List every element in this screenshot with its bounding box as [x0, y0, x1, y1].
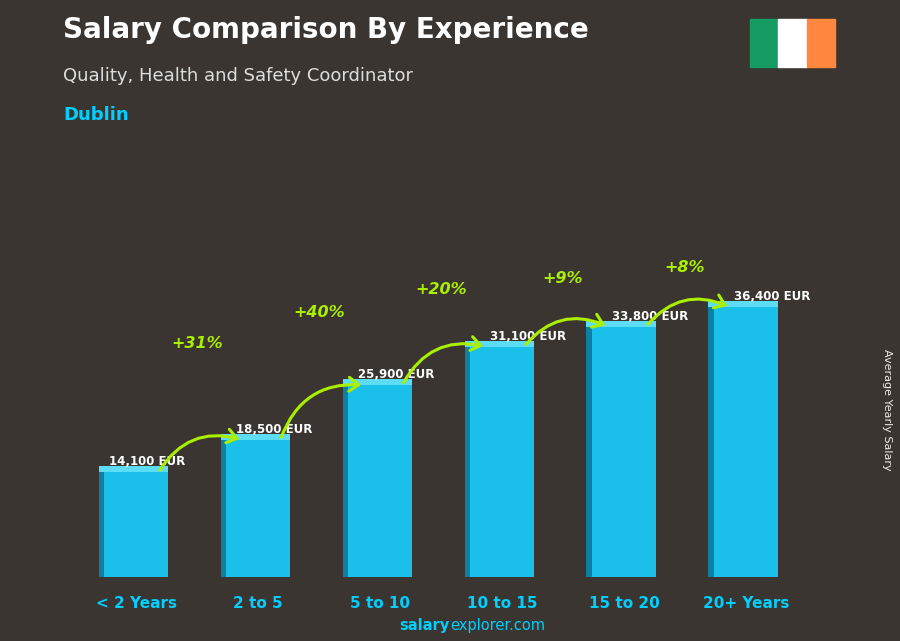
Text: 31,100 EUR: 31,100 EUR	[490, 329, 566, 342]
FancyArrowPatch shape	[648, 295, 725, 324]
Bar	[708, 307, 714, 577]
Text: 14,100 EUR: 14,100 EUR	[109, 456, 185, 469]
Text: Quality, Health and Safety Coordinator: Quality, Health and Safety Coordinator	[63, 67, 413, 85]
FancyArrowPatch shape	[403, 337, 481, 383]
Text: Salary Comparison By Experience: Salary Comparison By Experience	[63, 16, 589, 44]
Bar	[592, 326, 655, 577]
Bar	[806, 19, 835, 67]
Bar	[348, 385, 411, 577]
Bar	[778, 19, 806, 67]
Bar	[587, 320, 655, 326]
FancyArrowPatch shape	[526, 314, 603, 344]
Bar	[220, 440, 227, 577]
Bar	[714, 307, 778, 577]
Bar	[464, 347, 471, 577]
Bar	[220, 434, 290, 440]
Bar	[343, 385, 348, 577]
Text: 33,800 EUR: 33,800 EUR	[612, 310, 688, 322]
Text: salary: salary	[400, 619, 450, 633]
Bar	[587, 326, 592, 577]
Bar	[343, 379, 411, 385]
Text: explorer.com: explorer.com	[450, 619, 545, 633]
Text: +20%: +20%	[415, 282, 467, 297]
Text: Average Yearly Salary: Average Yearly Salary	[881, 349, 892, 471]
Bar	[104, 472, 168, 577]
Text: +31%: +31%	[171, 337, 223, 351]
Text: 36,400 EUR: 36,400 EUR	[734, 290, 810, 303]
Bar	[708, 301, 778, 307]
FancyArrowPatch shape	[281, 378, 359, 437]
Bar	[750, 19, 778, 67]
FancyArrowPatch shape	[160, 429, 237, 470]
Bar	[227, 440, 290, 577]
Text: +9%: +9%	[543, 271, 583, 286]
Text: 25,900 EUR: 25,900 EUR	[358, 368, 435, 381]
Bar	[471, 347, 534, 577]
Text: +8%: +8%	[664, 260, 705, 274]
Bar	[99, 467, 168, 472]
Text: +40%: +40%	[293, 304, 345, 320]
Text: 18,500 EUR: 18,500 EUR	[236, 423, 312, 436]
Bar	[99, 472, 104, 577]
Text: Dublin: Dublin	[63, 106, 129, 124]
Bar	[464, 340, 534, 347]
